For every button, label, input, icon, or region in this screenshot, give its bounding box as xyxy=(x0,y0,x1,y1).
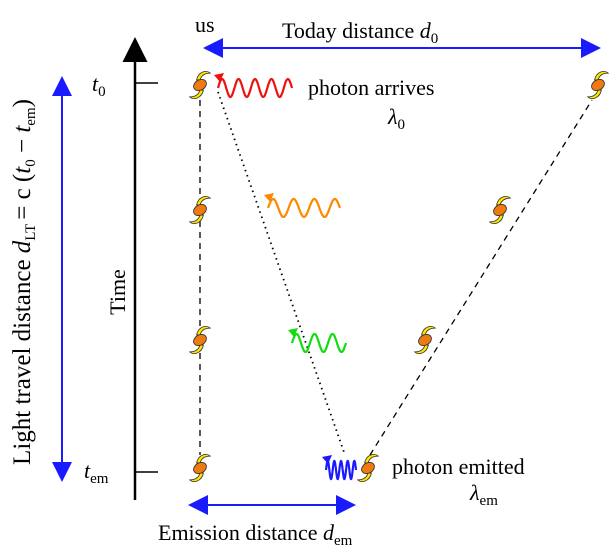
arrival-label: photon arrives xyxy=(308,75,434,100)
emission-wavelength: λem xyxy=(469,480,498,509)
galaxy xyxy=(587,71,609,99)
galaxy xyxy=(189,454,211,482)
galaxy xyxy=(189,196,211,224)
photon-arrowhead xyxy=(322,455,332,464)
photon-wave xyxy=(216,77,294,99)
galaxy xyxy=(189,326,211,354)
today-distance-label: Today distance d0 xyxy=(282,18,438,47)
galaxy xyxy=(489,196,511,224)
light-path xyxy=(217,91,346,456)
us-label: us xyxy=(195,12,215,37)
photon-wave xyxy=(324,459,358,481)
light-travel-label: Light travel distance dLT= c (t0 − tem) xyxy=(9,99,39,465)
photon-wave xyxy=(266,197,342,219)
emission-label: photon emitted xyxy=(392,454,525,479)
photon-wave xyxy=(290,332,348,354)
photon-arrowhead xyxy=(288,328,298,337)
source-worldline xyxy=(369,99,593,456)
galaxy xyxy=(414,326,436,354)
tem-label: tem xyxy=(84,458,109,487)
galaxy xyxy=(189,71,211,99)
photon-arrowhead xyxy=(214,73,224,82)
galaxy xyxy=(357,454,379,482)
photon-arrowhead xyxy=(264,193,274,202)
arrival-wavelength: λ0 xyxy=(387,104,405,133)
axis-title: Time xyxy=(105,269,130,315)
t0-label: t0 xyxy=(92,71,106,100)
emission-distance-label: Emission distance dem xyxy=(158,520,353,549)
